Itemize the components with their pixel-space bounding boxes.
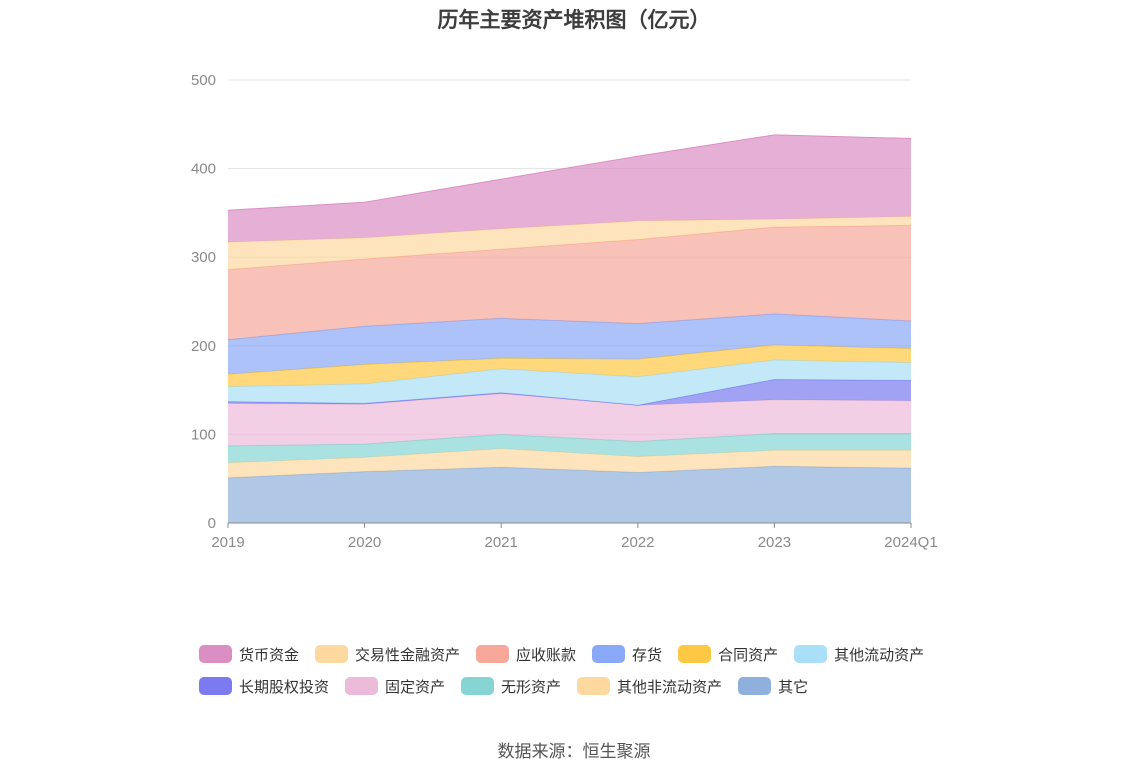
legend-item[interactable]: 其他非流动资产 xyxy=(577,676,722,697)
legend-item[interactable]: 无形资产 xyxy=(461,676,561,697)
chart-title: 历年主要资产堆积图（亿元） xyxy=(437,9,711,32)
legend-row: 长期股权投资 固定资产 无形资产 其他非流动资产 其它 xyxy=(199,670,979,702)
x-tick-label: 2020 xyxy=(348,534,381,551)
area-series-1 xyxy=(228,448,911,478)
legend-row: 货币资金 交易性金融资产 应收账款 存货 合同资产 其他流动资产 xyxy=(199,638,979,670)
legend-label: 交易性金融资产 xyxy=(355,646,461,664)
area-series-4 xyxy=(228,379,911,406)
y-tick-label: 100 xyxy=(191,426,216,443)
legend-label: 固定资产 xyxy=(385,678,446,696)
source-note: 数据来源：恒生聚源 xyxy=(497,742,651,761)
legend-label: 合同资产 xyxy=(718,646,779,664)
legend-swatch xyxy=(461,677,495,695)
y-tick-label: 500 xyxy=(191,72,216,89)
area-series-3 xyxy=(228,393,911,446)
area-series-7 xyxy=(228,313,911,375)
area-series-9 xyxy=(228,216,911,270)
area-series-6 xyxy=(228,344,911,387)
y-tick-label: 0 xyxy=(208,515,216,532)
legend-item[interactable]: 货币资金 xyxy=(199,644,299,665)
legend-item[interactable]: 固定资产 xyxy=(345,676,445,697)
x-tick-label: 2019 xyxy=(211,534,244,551)
legend-label: 无形资产 xyxy=(501,678,562,696)
legend-swatch xyxy=(199,645,232,663)
legend-swatch xyxy=(794,645,828,663)
legend-label: 其他流动资产 xyxy=(834,646,925,664)
legend-item[interactable]: 应收账款 xyxy=(476,644,576,665)
legend-label: 应收账款 xyxy=(516,646,577,664)
area-series-5 xyxy=(228,360,911,406)
legend-label: 其他非流动资产 xyxy=(617,678,723,696)
y-tick-label: 200 xyxy=(191,338,216,355)
x-tick-label: 2023 xyxy=(758,534,791,551)
y-tick-label: 400 xyxy=(191,161,216,178)
legend-swatch xyxy=(315,645,349,663)
legend-swatch xyxy=(199,677,232,695)
legend-item[interactable]: 存货 xyxy=(592,644,662,665)
legend-label: 存货 xyxy=(632,646,663,664)
area-series-2 xyxy=(228,433,911,463)
legend-label: 货币资金 xyxy=(239,646,300,664)
legend-label: 长期股权投资 xyxy=(239,678,330,696)
x-tick-label: 2021 xyxy=(485,534,518,551)
legend-swatch xyxy=(738,677,772,695)
x-tick-label: 2022 xyxy=(621,534,654,551)
x-tick-label: 2024Q1 xyxy=(884,534,937,551)
y-tick-label: 300 xyxy=(191,249,216,266)
area-series-edge-10 xyxy=(227,134,912,211)
legend-item[interactable]: 其他流动资产 xyxy=(794,644,924,665)
legend-swatch xyxy=(592,645,626,663)
area-series-8 xyxy=(228,225,911,340)
axis-layer: 0 100 200 300 400 500 2019 2020 2021 2022 2023 2024… xyxy=(191,72,938,551)
area-series-edge-7 xyxy=(227,313,912,341)
legend-swatch xyxy=(476,645,510,663)
legend: 货币资金 交易性金融资产 应收账款 存货 合同资产 其他流动资产长期股权投资 固定资产 无形资… xyxy=(199,638,979,702)
legend-swatch xyxy=(577,677,611,695)
legend-item[interactable]: 交易性金融资产 xyxy=(315,644,460,665)
legend-swatch xyxy=(678,645,712,663)
legend-item[interactable]: 合同资产 xyxy=(678,644,778,665)
area-layer xyxy=(227,134,912,523)
legend-item[interactable]: 长期股权投资 xyxy=(199,676,329,697)
legend-swatch xyxy=(345,677,379,695)
legend-label: 其它 xyxy=(778,678,809,696)
area-series-0 xyxy=(228,466,911,523)
legend-item[interactable]: 其它 xyxy=(738,676,808,697)
area-series-10 xyxy=(228,134,911,243)
